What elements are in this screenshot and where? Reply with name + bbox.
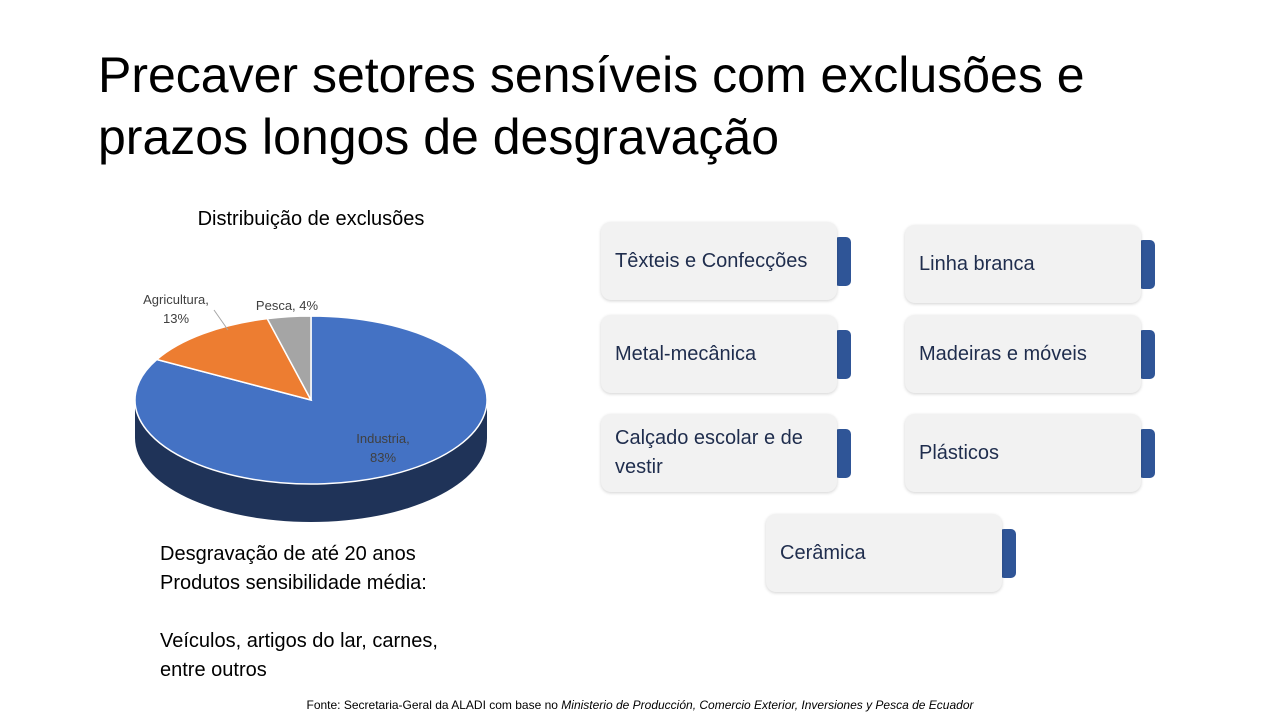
exclusions-pie-chart: Distribuição de exclusões Industria, 83% A… bbox=[134, 208, 488, 522]
notes-line: Desgravação de até 20 anos bbox=[160, 543, 416, 565]
sector-label: Plásticos bbox=[919, 441, 1000, 464]
card-accent-tab bbox=[1138, 240, 1155, 289]
pie-slice-agricultura bbox=[155, 317, 313, 402]
slide-title: Precaver setores sensíveis com exclusões… bbox=[98, 47, 1085, 165]
notes-line: entre outros bbox=[160, 659, 267, 681]
card-accent-tab bbox=[834, 330, 851, 379]
data-label-agricultura: Agricultura, 13% bbox=[143, 292, 209, 326]
source-prefix: Fonte: Secretaria-Geral da ALADI com bas… bbox=[306, 698, 562, 712]
notes-line: Veículos, artigos do lar, carnes, bbox=[160, 630, 438, 652]
label-leader-line bbox=[213, 309, 229, 331]
sector-label: Linha branca bbox=[919, 252, 1035, 275]
card-accent-tab bbox=[834, 237, 851, 286]
pie-side-industria bbox=[135, 400, 487, 522]
notes-text: Desgravação de até 20 anos Produtos sens… bbox=[160, 540, 438, 685]
sector-label: Calçado escolar e de vestir bbox=[615, 427, 803, 478]
chart-title: Distribuição de exclusões bbox=[198, 208, 425, 230]
sector-label: Cerâmica bbox=[780, 541, 866, 564]
notes-line: Produtos sensibilidade média: bbox=[160, 572, 427, 594]
data-label-industria: Industria, 83% bbox=[356, 431, 409, 465]
pie-slice-industria bbox=[134, 315, 488, 485]
sector-label: Madeiras e móveis bbox=[919, 342, 1087, 365]
card-accent-tab bbox=[834, 429, 851, 478]
card-accent-tab bbox=[1138, 429, 1155, 478]
source-italic: Ministerio de Producción, Comercio Exter… bbox=[561, 698, 974, 712]
card-accent-tab bbox=[1138, 330, 1155, 379]
data-label-pesca: Pesca, 4% bbox=[256, 298, 319, 313]
card-accent-tab bbox=[999, 529, 1016, 578]
sector-label: Têxteis e Confecções bbox=[615, 249, 808, 272]
pie-slice-pesca bbox=[266, 315, 312, 401]
source-citation: Fonte: Secretaria-Geral da ALADI com bas… bbox=[0, 698, 1280, 712]
sector-label: Metal-mecânica bbox=[615, 342, 757, 365]
